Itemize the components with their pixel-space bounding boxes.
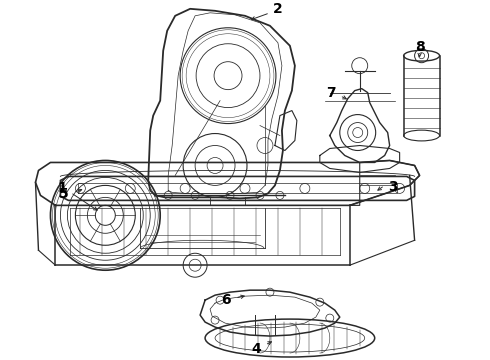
Text: 4: 4 — [251, 342, 261, 356]
Text: 1: 1 — [57, 181, 67, 195]
Text: 8: 8 — [415, 40, 424, 54]
Text: 3: 3 — [388, 180, 397, 194]
Text: 2: 2 — [273, 2, 283, 16]
Text: 5: 5 — [58, 188, 68, 201]
Text: 6: 6 — [221, 293, 231, 307]
Text: 7: 7 — [326, 86, 336, 100]
